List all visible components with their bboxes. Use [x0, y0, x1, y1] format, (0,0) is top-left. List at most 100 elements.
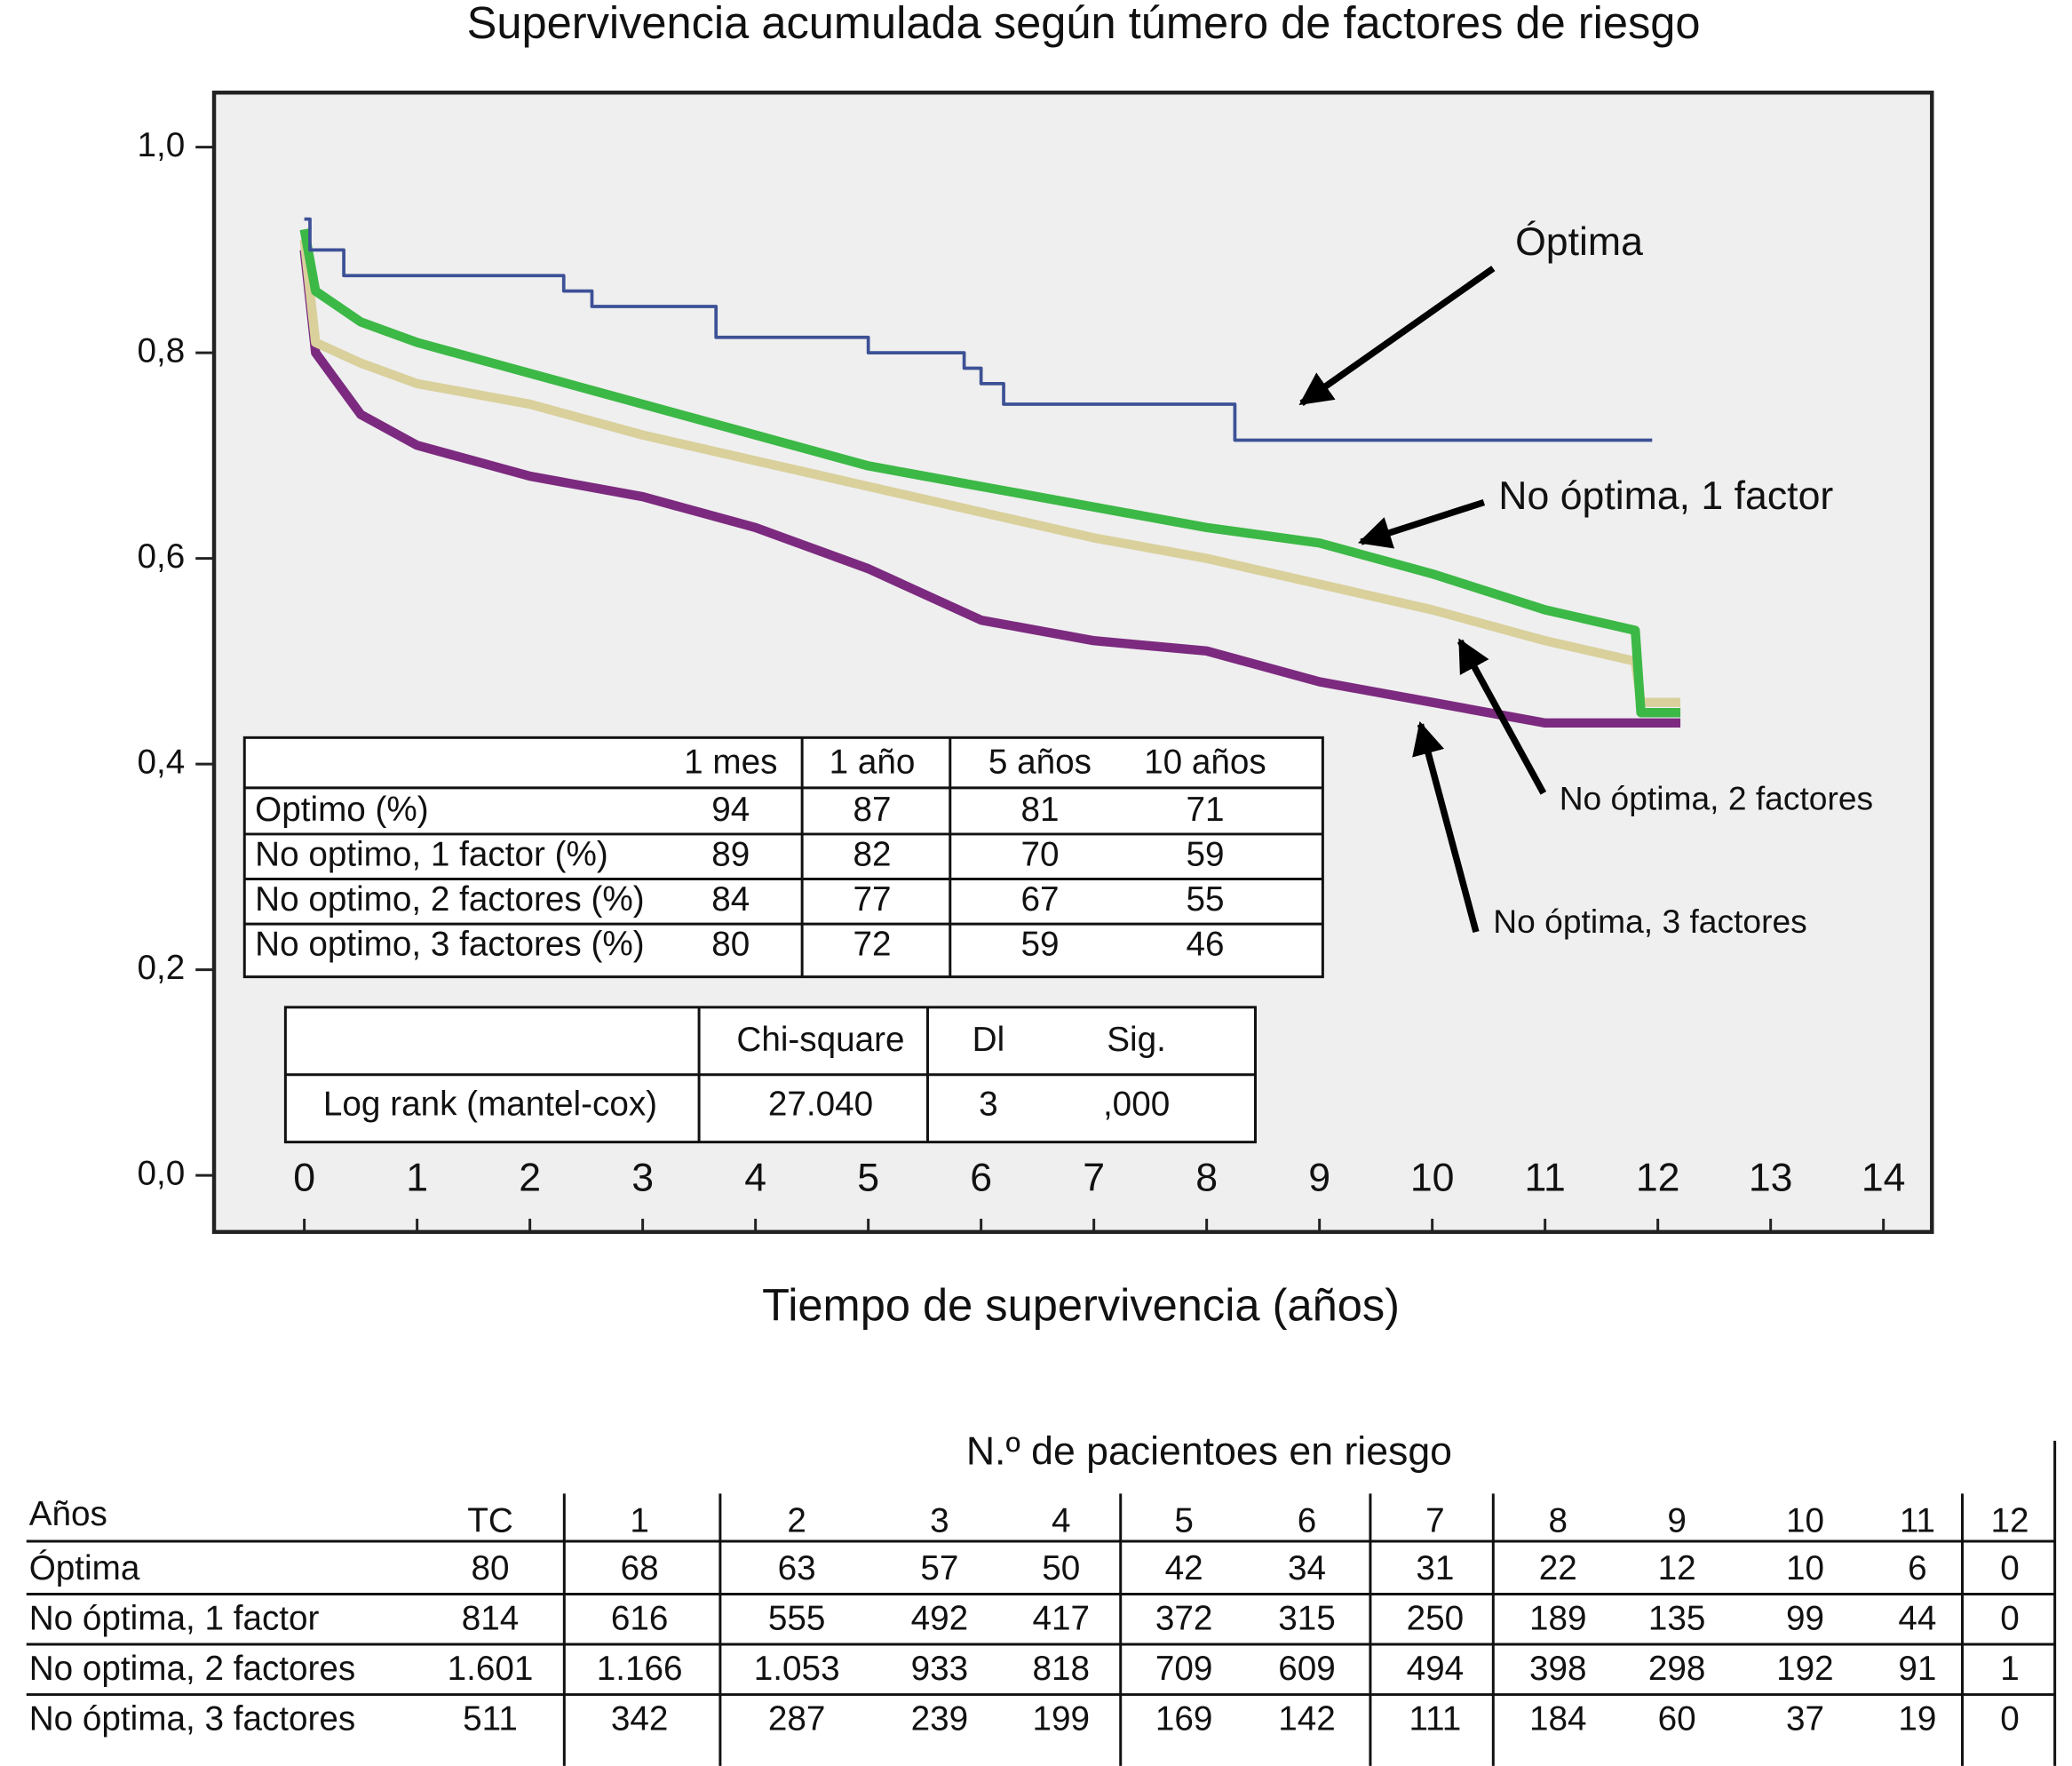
arrow [1457, 638, 1547, 795]
table-header: Chi-square [736, 1021, 904, 1059]
risk-cell: 398 [1529, 1650, 1587, 1688]
table-header: 10 años [1144, 743, 1266, 781]
x-tick-label: 14 [1862, 1157, 1906, 1200]
risk-cell: 50 [1042, 1549, 1080, 1587]
risk-cell: 42 [1165, 1549, 1203, 1587]
x-tick-label: 13 [1749, 1157, 1793, 1200]
x-axis-label: Tiempo de supervivencia (años) [762, 1279, 1400, 1330]
tables: N.º de pacientoes en riesgo [26, 736, 2057, 1766]
survival-table [242, 736, 1324, 979]
risk-cell: 111 [1409, 1700, 1461, 1738]
risk-cell: 1 [2000, 1650, 2020, 1688]
risk-cell: 31 [1416, 1549, 1454, 1587]
risk-cell: 199 [1033, 1700, 1091, 1738]
risk-cell: 12 [1658, 1549, 1696, 1587]
series-group [299, 217, 1681, 728]
risk-header: 9 [1667, 1501, 1687, 1539]
x-tick-label: 12 [1636, 1157, 1680, 1200]
risk-cell: 250 [1407, 1599, 1465, 1637]
table-cell: Log rank (mantel-cox) [323, 1086, 657, 1124]
table-cell: 59 [1186, 835, 1224, 873]
risk-cell: 19 [1898, 1700, 1936, 1738]
risk-header: 11 [1900, 1501, 1935, 1539]
risk-cell: 239 [911, 1700, 969, 1738]
risk-cell: 0 [2000, 1549, 2020, 1587]
risk-header: 10 [1786, 1501, 1824, 1539]
y-tick-label: 1,0 [138, 126, 186, 164]
table-header: 1 mes [684, 743, 777, 781]
risk-cell: 933 [911, 1650, 969, 1688]
risk-cell: 1.053 [754, 1650, 840, 1688]
risk-header: TC [467, 1501, 513, 1539]
table-header: 1 año [830, 743, 916, 781]
y-tick-label: 0,0 [138, 1154, 186, 1192]
risk-cell: 63 [778, 1549, 816, 1587]
risk-cell: 192 [1776, 1650, 1834, 1688]
x-tick-label: 8 [1195, 1157, 1218, 1200]
x-tick-label: 10 [1410, 1157, 1455, 1200]
arrow [1298, 266, 1496, 406]
risk-cell: 372 [1155, 1599, 1213, 1637]
x-tick-label: 4 [744, 1157, 766, 1200]
risk-cell: 60 [1658, 1700, 1696, 1738]
risk-header: 3 [930, 1501, 949, 1539]
table-cell: 71 [1186, 791, 1224, 829]
risk-header: 6 [1298, 1501, 1317, 1539]
risk-cell: 44 [1898, 1599, 1936, 1637]
annotation: Óptima [1515, 220, 1643, 264]
table-cell: 94 [711, 791, 750, 829]
y-tick-label: 0,2 [138, 949, 186, 987]
table-cell: 55 [1186, 880, 1224, 919]
risk-cell: 68 [621, 1549, 659, 1587]
risk-header: 7 [1425, 1501, 1445, 1539]
annotation: No óptima, 1 factor [1498, 474, 1833, 518]
table-cell: 84 [711, 880, 750, 919]
risk-table-title: N.º de pacientoes en riesgo [966, 1430, 1452, 1474]
arrow [1357, 498, 1486, 549]
table-header: Dl [972, 1021, 1005, 1059]
table-cell: ,000 [1103, 1086, 1170, 1124]
risk-header: 1 [630, 1501, 649, 1539]
risk-cell: 142 [1278, 1700, 1336, 1738]
risk-cell: 1.166 [597, 1650, 683, 1688]
risk-header: 8 [1548, 1501, 1568, 1539]
risk-cell: 709 [1155, 1650, 1213, 1688]
risk-cell: 609 [1278, 1650, 1336, 1688]
table-cell: 67 [1020, 880, 1059, 919]
risk-cell: No optima, 2 factores [29, 1650, 356, 1688]
x-tick-label: 11 [1525, 1157, 1566, 1200]
risk-header: 2 [787, 1501, 806, 1539]
table-cell: No optimo, 1 factor (%) [255, 835, 608, 873]
table-cell: 27.040 [768, 1086, 873, 1124]
risk-cell: 555 [768, 1599, 826, 1637]
table-cell: 72 [853, 926, 891, 964]
risk-cell: 10 [1786, 1549, 1824, 1587]
table-cell: 82 [853, 835, 891, 873]
risk-cell: 417 [1033, 1599, 1091, 1637]
table-cell: 81 [1020, 791, 1059, 829]
risk-cell: 818 [1033, 1650, 1091, 1688]
risk-cell: 6 [1908, 1549, 1927, 1587]
survival-line [299, 249, 1681, 728]
y-tick-label: 0,4 [138, 743, 186, 781]
risk-cell: 287 [768, 1700, 826, 1738]
x-tick-label: 5 [857, 1157, 879, 1200]
risk-cell: 22 [1539, 1549, 1577, 1587]
risk-cell: 37 [1786, 1700, 1824, 1738]
table-cell: 3 [979, 1086, 998, 1124]
risk-cell: 814 [462, 1599, 520, 1637]
table-cell: No optimo, 2 factores (%) [255, 880, 644, 919]
risk-cell: 0 [2000, 1700, 2020, 1738]
risk-cell: 169 [1155, 1700, 1213, 1738]
risk-cell: 99 [1786, 1599, 1824, 1637]
risk-header: Años [29, 1495, 107, 1533]
table-cell: 77 [853, 880, 891, 919]
risk-cell: 1.601 [448, 1650, 534, 1688]
risk-cell: 492 [911, 1599, 969, 1637]
annotations: Óptima No óptima, 1 factor No óptima, 2 … [1298, 220, 1873, 940]
annotation: No óptima, 3 factores [1493, 903, 1806, 940]
table-cell: 46 [1186, 926, 1224, 964]
x-tick-label: 1 [406, 1157, 428, 1200]
y-tick-label: 0,8 [138, 331, 186, 370]
